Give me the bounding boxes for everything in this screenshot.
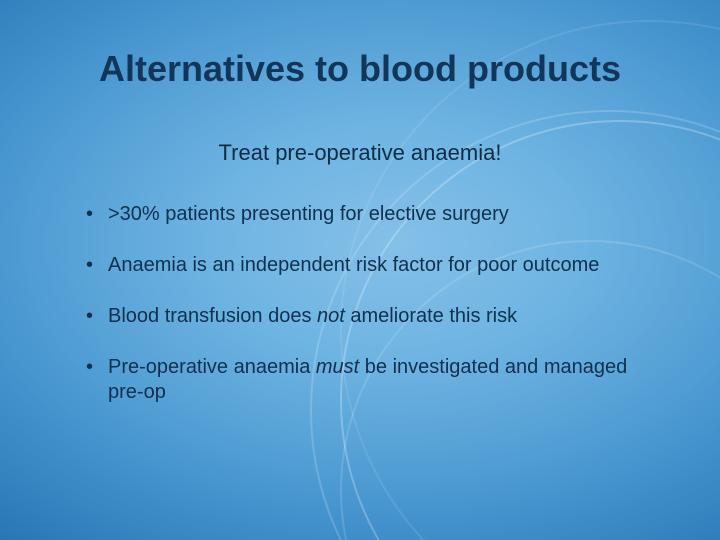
bullet-text: Anaemia is an independent risk factor fo… [108,254,599,276]
bullet-emph: must [316,356,359,378]
bullet-emph: not [317,305,345,327]
list-item: Anaemia is an independent risk factor fo… [86,253,640,278]
list-item: >30% patients presenting for elective su… [86,202,640,227]
bullet-text: Blood transfusion does [108,305,317,327]
slide-subtitle: Treat pre-operative anaemia! [0,140,720,166]
list-item: Blood transfusion does not ameliorate th… [86,304,640,329]
slide-title: Alternatives to blood products [0,48,720,90]
bullet-list: >30% patients presenting for elective su… [86,202,640,431]
bullet-text: >30% patients presenting for elective su… [108,203,509,225]
bullet-text: ameliorate this risk [345,305,517,327]
slide: Alternatives to blood products Treat pre… [0,0,720,540]
list-item: Pre-operative anaemia must be investigat… [86,355,640,405]
bullet-text: Pre-operative anaemia [108,356,316,378]
